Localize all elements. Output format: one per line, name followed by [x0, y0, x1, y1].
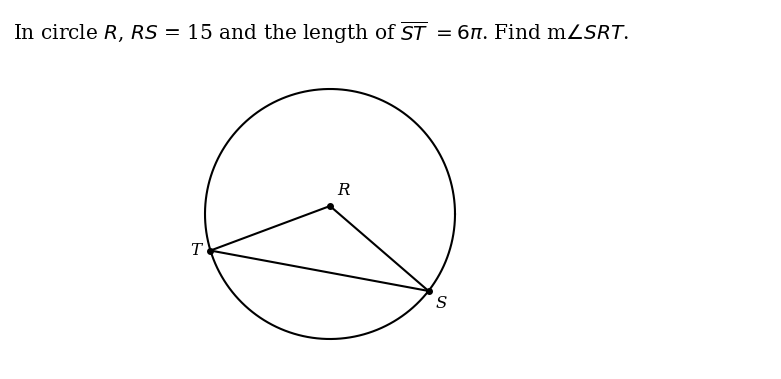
Text: In circle $R$, $RS$ = 15 and the length of $\overline{ST}$ $= 6\pi$. Find m$\ang: In circle $R$, $RS$ = 15 and the length … [13, 19, 629, 46]
Text: S: S [436, 295, 447, 312]
Text: R: R [337, 182, 350, 199]
Text: T: T [191, 242, 201, 259]
